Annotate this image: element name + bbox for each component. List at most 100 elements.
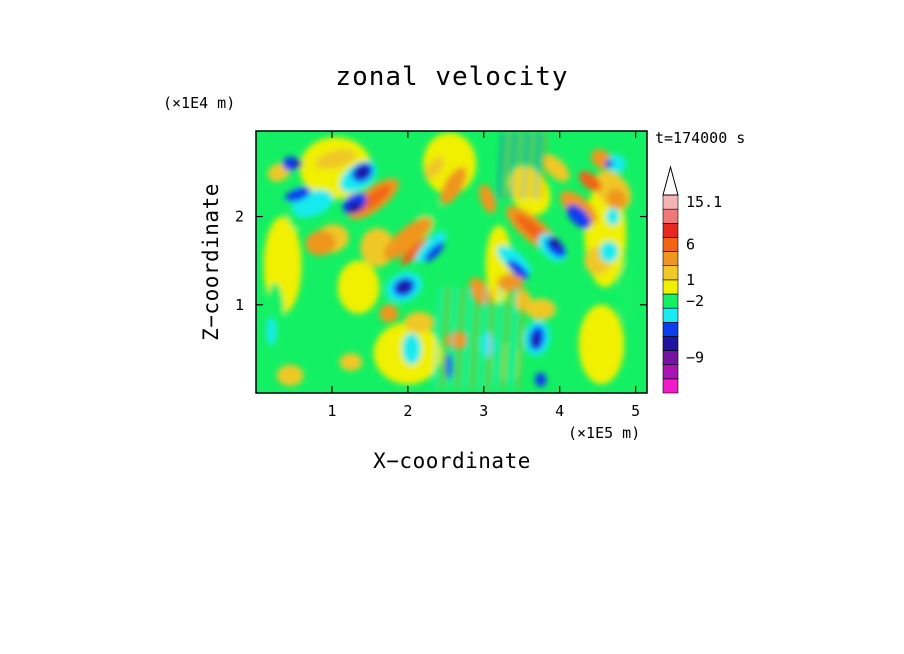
- contour-region: [282, 156, 298, 171]
- contour-streak: [448, 287, 457, 389]
- x-tick-label: 4: [555, 402, 564, 420]
- colorbar-level: [662, 237, 679, 252]
- plot-area: [256, 131, 647, 393]
- contour-region: [525, 298, 556, 320]
- contour-region: [424, 241, 445, 262]
- velocity-field: [263, 132, 638, 389]
- contour-region: [535, 372, 547, 387]
- colorbar-level: [662, 378, 679, 394]
- x-tick-label: 3: [479, 402, 488, 420]
- x-tick-label: 1: [327, 402, 336, 420]
- contour-streak: [516, 287, 525, 389]
- x-unit-label: (×1E5 m): [568, 424, 640, 442]
- contour-region: [479, 184, 496, 214]
- contour-streak: [497, 132, 504, 199]
- colorbar-level: [662, 194, 679, 210]
- colorbar-level: [662, 364, 679, 380]
- colorbar-level: [662, 208, 679, 224]
- x-axis-label: X−coordinate: [373, 449, 531, 473]
- contour-streak: [540, 132, 547, 199]
- contour-region: [337, 260, 380, 314]
- colorbar-label: 15.1: [686, 193, 722, 211]
- contour-streak: [471, 287, 480, 389]
- contour-region: [356, 185, 391, 213]
- contour-region: [531, 333, 540, 348]
- contour-streak: [478, 287, 487, 389]
- contour-streak: [456, 287, 465, 389]
- contour-region: [265, 282, 285, 354]
- contour-streak: [522, 132, 529, 199]
- contour-streak: [534, 132, 541, 199]
- contour-region: [497, 273, 524, 292]
- colorbar-level: [662, 336, 679, 351]
- colorbar-level: [662, 350, 679, 366]
- y-unit-label: (×1E4 m): [163, 94, 235, 112]
- contour-region: [578, 171, 602, 192]
- x-axis: 1 2 3 4 5: [327, 131, 640, 420]
- contour-region: [404, 311, 435, 334]
- contour-region: [606, 188, 627, 210]
- colorbar-level: [662, 279, 679, 295]
- contour-streak: [463, 287, 472, 389]
- contour-region: [578, 304, 625, 385]
- colorbar-label: −9: [686, 349, 704, 367]
- contour-region: [339, 353, 363, 371]
- contour-region: [566, 204, 591, 229]
- contour-region: [293, 159, 303, 169]
- contour-region: [355, 166, 370, 179]
- contour-region: [507, 260, 529, 279]
- contour-region: [285, 187, 311, 202]
- contour-region: [607, 154, 626, 173]
- colorbar-level: [662, 251, 679, 267]
- contour-region: [315, 149, 357, 170]
- contour-streak: [486, 287, 495, 389]
- contour-region: [424, 156, 445, 180]
- contour-region: [347, 201, 362, 214]
- contour-region: [266, 318, 276, 345]
- y-tick-label: 2: [235, 208, 244, 226]
- contour-streak: [516, 132, 523, 199]
- contour-region: [542, 154, 570, 182]
- colorbar: 15.1 6 1 −2 −9: [662, 165, 722, 394]
- contour-region: [445, 331, 469, 349]
- colorbar-label: 6: [686, 236, 695, 254]
- contour-region: [415, 231, 447, 264]
- x-tick-label: 5: [631, 402, 640, 420]
- contour-streak: [504, 132, 511, 199]
- y-axis: 12: [235, 208, 647, 314]
- contour-region: [549, 236, 563, 250]
- colorbar-label: 1: [686, 271, 695, 289]
- contour-region: [605, 159, 613, 168]
- contour-region: [512, 289, 532, 311]
- contour-region: [618, 260, 638, 323]
- contour-streak: [510, 132, 517, 199]
- contour-region: [599, 241, 619, 263]
- y-axis-label: Z−coordinate: [199, 183, 223, 341]
- colorbar-level: [662, 265, 679, 281]
- contour-streak: [501, 287, 510, 389]
- contour-region: [606, 207, 620, 226]
- contour-region: [397, 280, 411, 294]
- contour-streak: [494, 287, 503, 389]
- colorbar-level: [662, 321, 679, 337]
- x-tick-label: 2: [403, 402, 412, 420]
- colorbar-level: [662, 307, 679, 323]
- contour-streak: [441, 287, 450, 389]
- colorbar-level: [662, 293, 679, 309]
- contour-region: [402, 333, 422, 365]
- contour-region: [440, 167, 467, 205]
- plot-frame: [255, 130, 648, 394]
- contour-region: [383, 217, 433, 260]
- contour-region: [379, 304, 399, 323]
- time-label: t=174000 s: [655, 129, 745, 147]
- contour-streak: [528, 132, 535, 199]
- contour-streak: [433, 287, 442, 389]
- y-tick-label: 1: [235, 296, 244, 314]
- contour-region: [276, 364, 304, 386]
- contour-region: [305, 230, 336, 256]
- colorbar-label: −2: [686, 292, 704, 310]
- colorbar-level: [662, 222, 679, 238]
- chart-title: zonal velocity: [335, 62, 568, 92]
- colorbar-extend-arrow: [662, 165, 679, 196]
